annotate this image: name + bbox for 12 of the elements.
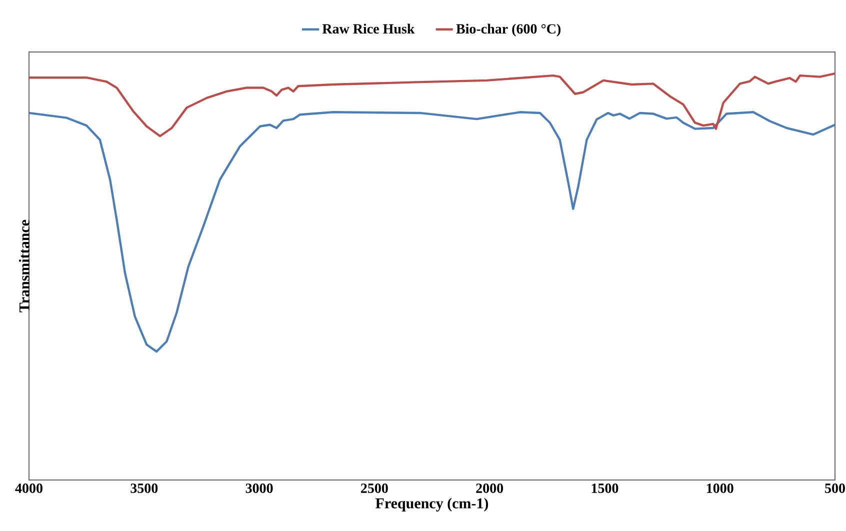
x-tick-label: 3000 xyxy=(246,484,273,493)
x-tick-label: 2000 xyxy=(476,484,504,493)
y-axis-title: Transmittance xyxy=(18,220,30,312)
legend-label: Raw Rice Husk xyxy=(322,24,415,34)
x-tick-label: 1500 xyxy=(592,484,618,493)
x-tick-label: 500 xyxy=(825,484,845,493)
x-axis-title: Frequency (cm-1) xyxy=(376,498,488,512)
x-tick-label: 1000 xyxy=(706,484,734,493)
x-tick-label: 2500 xyxy=(361,484,388,493)
x-tick-label: 3500 xyxy=(130,484,158,493)
legend-label: Bio-char (600 °C) xyxy=(456,24,560,36)
x-tick-label: 4000 xyxy=(15,484,42,493)
